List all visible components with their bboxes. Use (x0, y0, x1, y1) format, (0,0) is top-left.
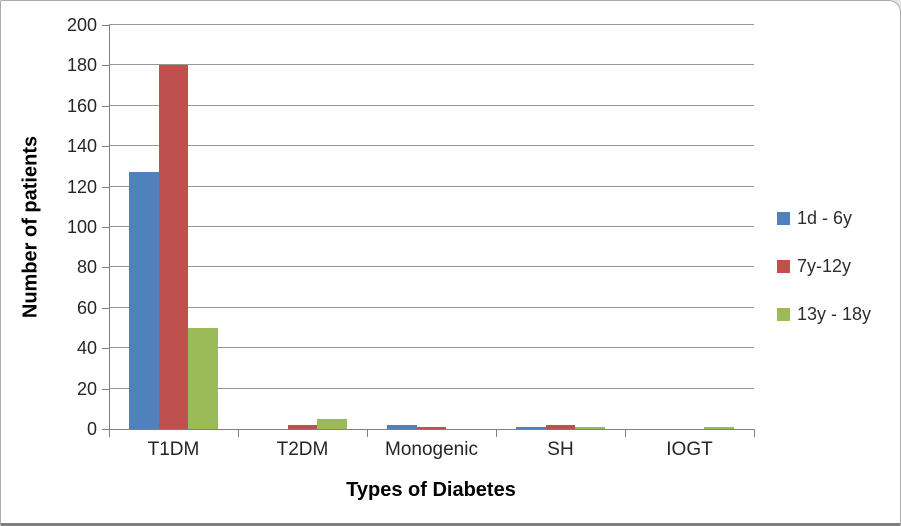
bar-t2dm-series2 (317, 419, 347, 429)
x-category-label: Monogenic (385, 439, 478, 460)
bar-monogenic-series1 (416, 427, 447, 429)
legend-label: 1d - 6y (797, 208, 853, 228)
gridline (109, 266, 754, 268)
gridline (109, 185, 754, 187)
legend-label: 7y-12y (797, 256, 852, 276)
x-category-label: IOGT (666, 439, 713, 460)
y-tick-label: 100 (66, 217, 97, 237)
gridline (109, 347, 754, 349)
x-axis-tick (625, 430, 626, 437)
y-axis-tick (102, 227, 109, 228)
y-axis-tick (102, 388, 109, 390)
gridline (109, 104, 754, 106)
bar-t2dm-series1 (287, 425, 318, 429)
y-axis-tick (102, 186, 109, 188)
y-tick-label: 160 (66, 95, 97, 116)
x-axis-tick (238, 430, 239, 437)
y-tick-label: 180 (66, 55, 97, 76)
y-tick-label: 60 (76, 297, 97, 318)
legend-swatch-icon (777, 260, 790, 273)
legend-item: 1d - 6y (777, 208, 871, 229)
x-axis-tick (754, 430, 755, 437)
y-tick-label: 80 (76, 257, 97, 278)
y-axis-tick (102, 105, 109, 107)
x-axis-tick (367, 430, 368, 437)
y-axis-line (109, 25, 110, 430)
x-category-label: SH (547, 439, 574, 460)
y-tick-label: 120 (66, 176, 97, 197)
bar-t1dm-series1 (158, 65, 189, 429)
gridline (109, 306, 754, 308)
bar-sh-series1 (545, 425, 576, 429)
gridline (109, 387, 754, 389)
x-category-label: T1DM (147, 439, 200, 460)
bar-monogenic-series0 (387, 425, 417, 429)
gridline (109, 226, 754, 227)
y-tick-label: 40 (76, 338, 97, 359)
legend-label: 13y - 18y (797, 304, 872, 324)
bar-t1dm-series2 (188, 328, 218, 429)
legend-item: 7y-12y (777, 256, 871, 277)
legend: 1d - 6y 7y-12y 13y - 18y (777, 208, 871, 325)
x-axis-line (109, 429, 755, 430)
y-axis-tick (102, 429, 109, 430)
legend-swatch-icon (777, 308, 790, 321)
bar-t1dm-series0 (129, 172, 159, 429)
gridline (109, 64, 754, 66)
x-category-label: T2DM (276, 439, 329, 460)
gridline (109, 24, 754, 25)
bar-sh-series0 (516, 427, 546, 429)
y-axis-tick (102, 25, 109, 26)
y-tick-label: 20 (76, 378, 97, 399)
y-tick-label: 140 (66, 136, 97, 157)
x-axis-title: Types of Diabetes (346, 479, 516, 501)
bar-iogt-series2 (704, 427, 734, 429)
y-axis-tick (102, 146, 109, 148)
bar-sh-series2 (575, 427, 605, 429)
x-axis-tick (109, 430, 110, 437)
y-axis-tick (102, 348, 109, 350)
y-axis-tick (102, 307, 109, 309)
y-axis-tick (102, 65, 109, 67)
legend-item: 13y - 18y (777, 304, 871, 325)
y-axis-tick (102, 267, 109, 269)
legend-swatch-icon (777, 212, 790, 225)
y-tick-label: 200 (66, 15, 97, 35)
gridline (109, 145, 754, 147)
plot-area (109, 24, 754, 429)
x-axis-tick (496, 430, 497, 437)
y-tick-label: 0 (86, 419, 97, 439)
